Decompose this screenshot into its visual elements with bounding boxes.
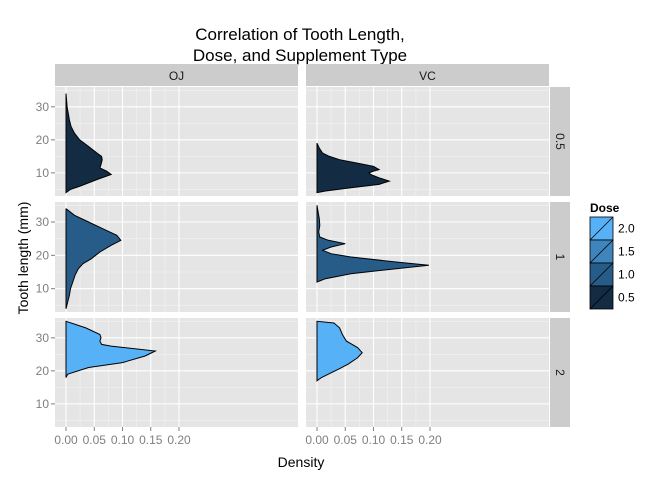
density-area-VC-dose-0.5 — [316, 142, 391, 194]
legend-label: 1.0 — [618, 268, 635, 282]
column-strip-label-OJ: OJ — [169, 69, 184, 83]
column-strip-VC — [306, 64, 549, 86]
density-area-OJ-dose-2 — [65, 320, 158, 378]
x-tick-label: 0.20 — [167, 433, 191, 447]
legend-key-1.5: 1.5 — [589, 239, 635, 264]
facet-strips: OJ VC 0.5 1 2 — [55, 64, 570, 427]
x-tick-label: 0.10 — [362, 433, 386, 447]
legend-label: 0.5 — [618, 291, 635, 305]
y-tick-label: 10 — [36, 166, 50, 180]
legend-label: 2.0 — [618, 222, 635, 236]
panel-OJ-dose-0.5 — [55, 87, 298, 196]
row-strip-label-2: 2 — [553, 369, 567, 376]
column-strip-OJ — [55, 64, 298, 86]
panel-background — [55, 202, 298, 312]
panel-content — [55, 202, 298, 312]
density-area-VC-dose-1 — [316, 205, 429, 283]
row-strip-2 — [550, 318, 570, 427]
y-tick-label: 30 — [36, 331, 50, 345]
legend-title: Dose — [590, 201, 620, 215]
y-tick-label: 30 — [36, 100, 50, 114]
chart-title-line-2: Dose, and Supplement Type — [193, 46, 407, 65]
column-strip-label-VC: VC — [419, 69, 436, 83]
row-strip-1 — [550, 202, 570, 312]
legend-swatch-diagonal — [589, 285, 614, 310]
legend-swatch-diagonal — [589, 262, 614, 287]
legend-label: 1.5 — [618, 245, 635, 259]
x-tick-label: 0.15 — [390, 433, 414, 447]
row-strip-label-0.5: 0.5 — [553, 133, 567, 150]
legend-key-2.0: 2.0 — [589, 216, 635, 241]
y-tick-label: 20 — [36, 133, 50, 147]
density-area-OJ-dose-0.5 — [65, 93, 113, 194]
y-axis-title: Tooth length (mm) — [15, 202, 31, 315]
x-tick-label: 0.05 — [83, 433, 107, 447]
y-tick-label: 10 — [36, 282, 50, 296]
x-tick-label: 0.00 — [54, 433, 78, 447]
panel-VC-dose-0.5 — [306, 87, 549, 196]
legend-key-0.5: 0.5 — [589, 285, 635, 310]
x-tick-label: 0.00 — [305, 433, 329, 447]
panel-VC-dose-2 — [306, 318, 549, 427]
legend-key-1.0: 1.0 — [589, 262, 635, 287]
y-tick-label: 20 — [36, 364, 50, 378]
axes: 10 20 30 10 20 30 10 20 30 0.00 0.05 0.10 0.15 0.20 0.… — [36, 100, 442, 447]
density-area-VC-dose-2 — [316, 320, 363, 382]
panel-VC-dose-1 — [306, 202, 549, 312]
y-tick-label: 30 — [36, 215, 50, 229]
row-strip-label-1: 1 — [553, 254, 567, 261]
row-strip-0.5 — [550, 87, 570, 196]
facet-panels — [55, 87, 549, 427]
panel-background — [306, 318, 549, 427]
panel-OJ-dose-1 — [55, 202, 298, 312]
y-tick-label: 10 — [36, 397, 50, 411]
x-tick-label: 0.20 — [418, 433, 442, 447]
density-area-OJ-dose-1 — [65, 208, 122, 309]
panel-content — [55, 318, 298, 427]
panel-OJ-dose-2 — [55, 318, 298, 427]
x-axis-title: Density — [278, 454, 325, 470]
chart-title-line-1: Correlation of Tooth Length, — [195, 25, 405, 44]
x-tick-label: 0.05 — [334, 433, 358, 447]
legend-swatch-diagonal — [589, 216, 614, 241]
panel-content — [306, 202, 549, 312]
y-tick-label: 20 — [36, 248, 50, 262]
x-tick-label: 0.15 — [139, 433, 163, 447]
panel-content — [306, 87, 549, 196]
x-tick-label: 0.10 — [111, 433, 135, 447]
legend-swatch-diagonal — [589, 239, 614, 264]
panel-content — [306, 318, 549, 427]
panel-content — [55, 87, 298, 196]
legend: Dose 2.0 1.5 1.0 0.5 — [589, 201, 635, 310]
